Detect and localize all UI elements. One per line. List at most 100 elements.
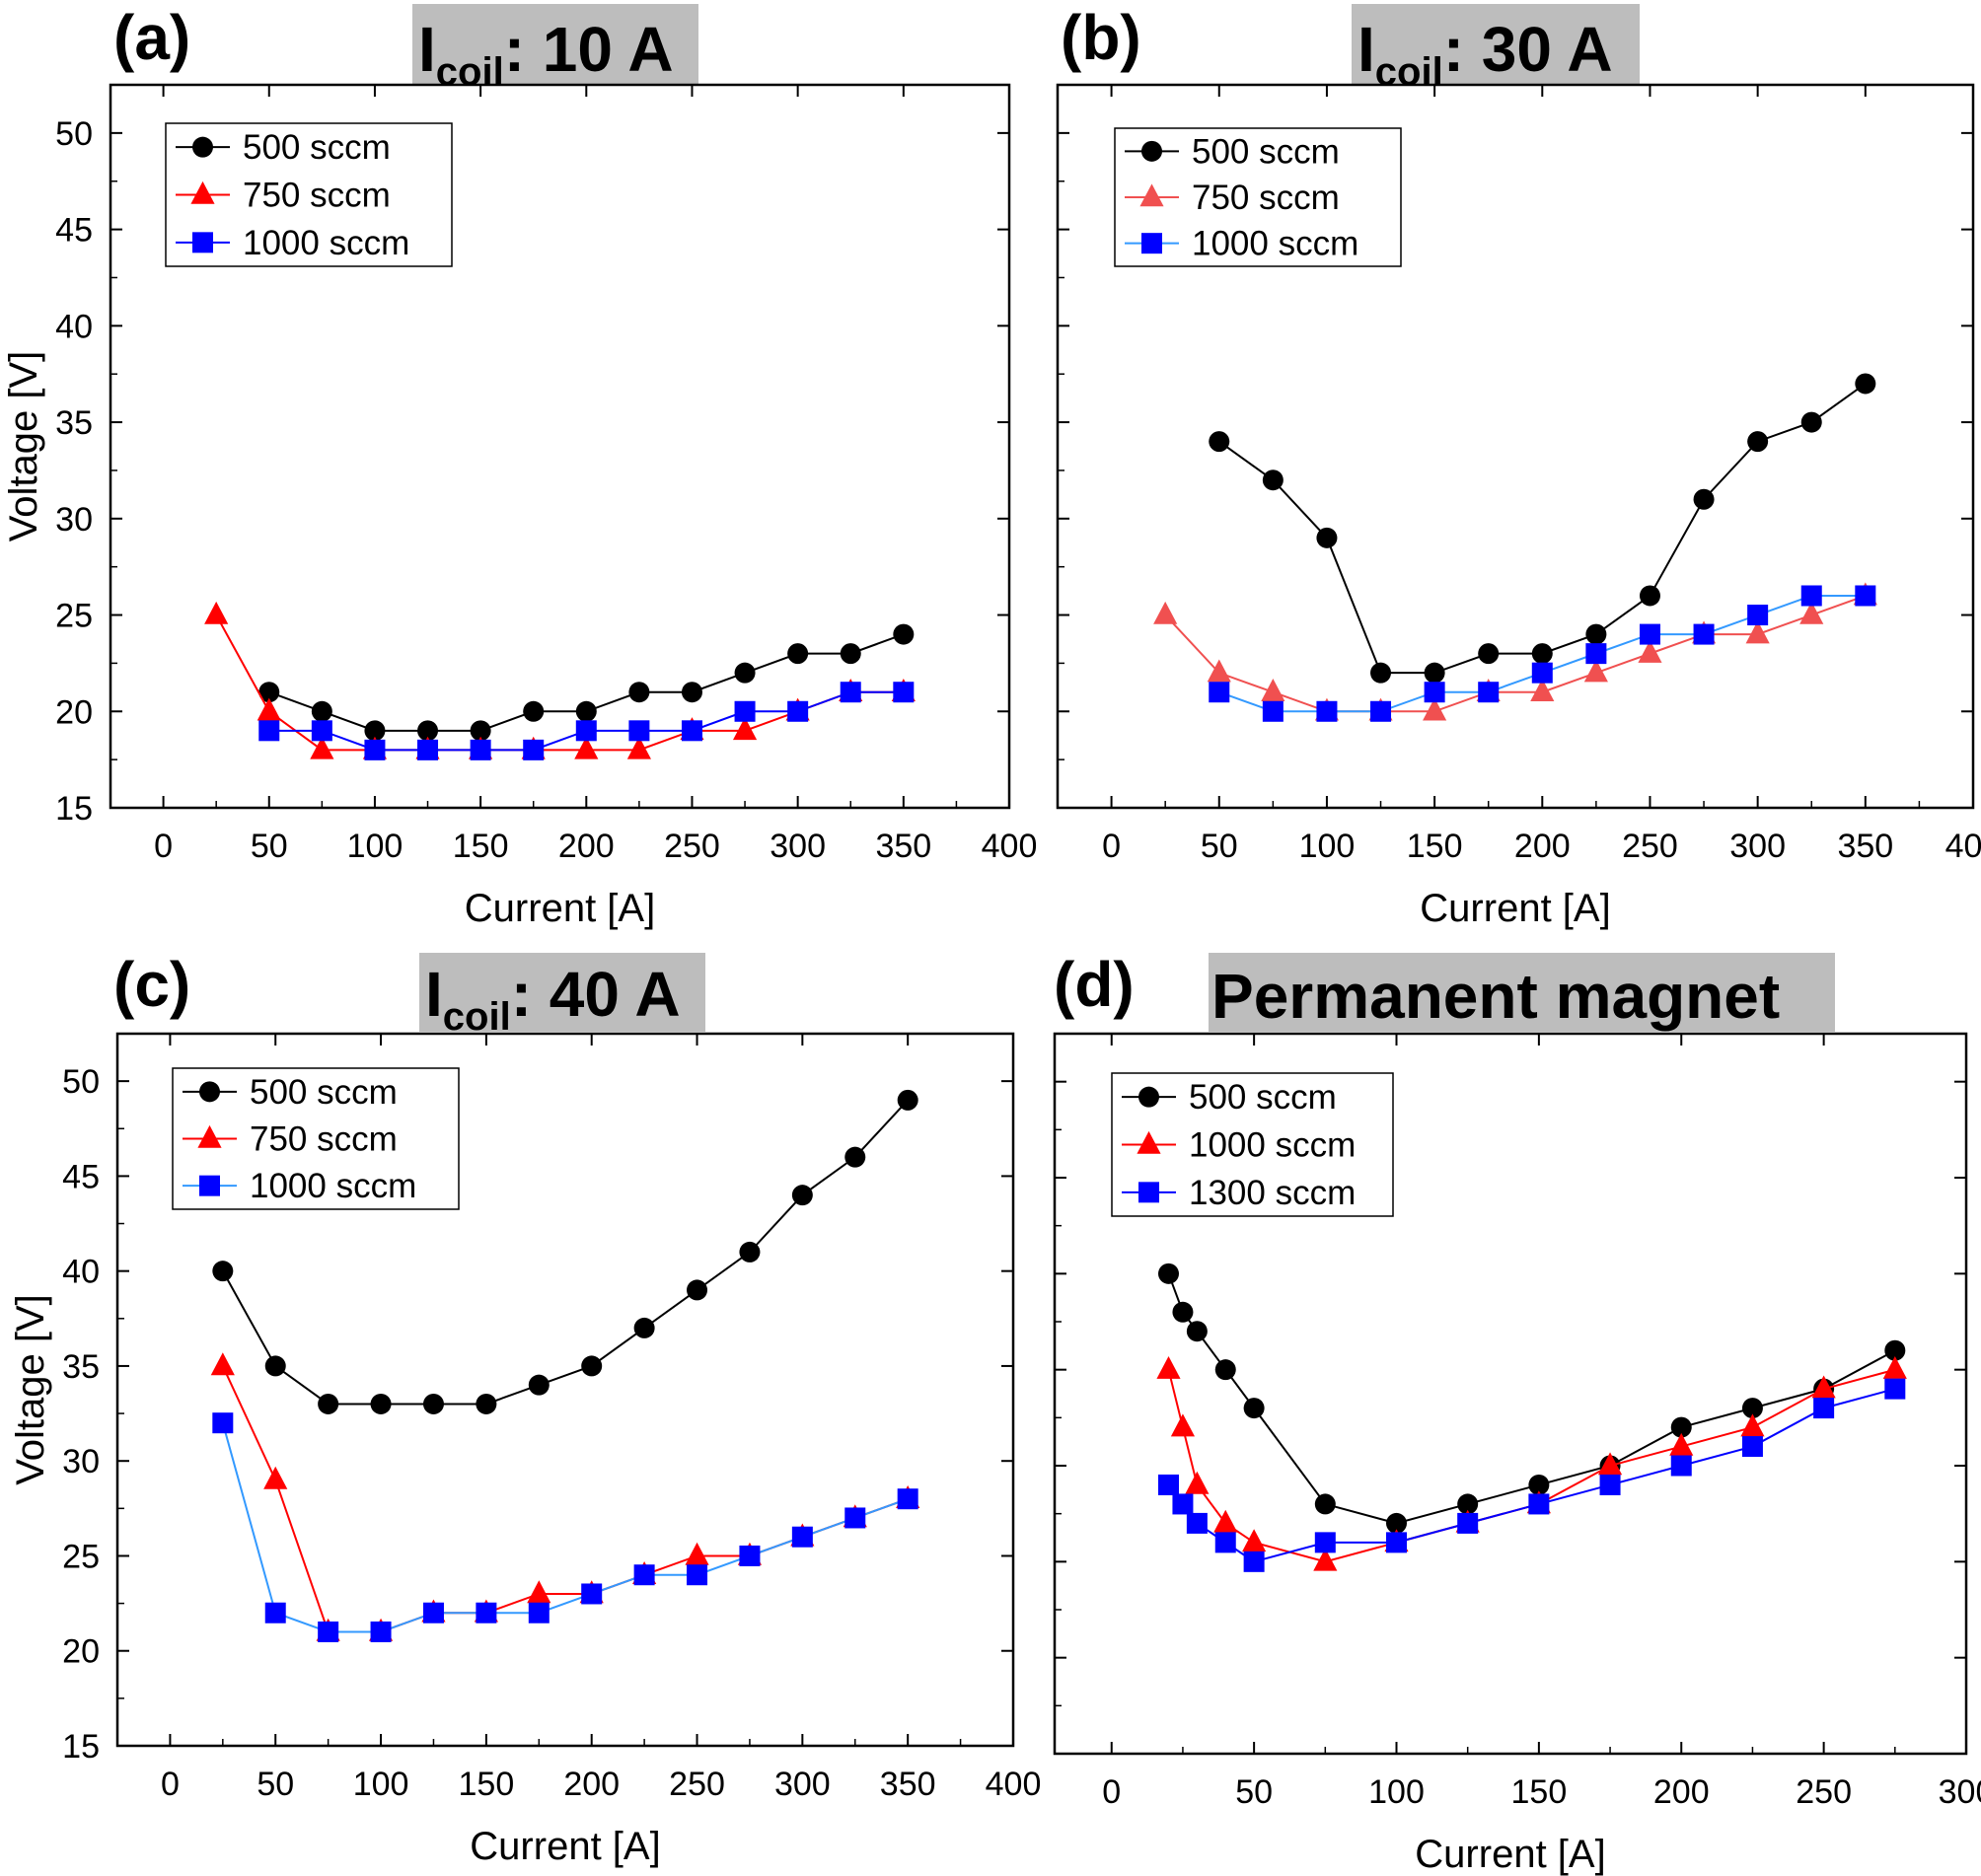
title-main: Permanent magnet bbox=[1211, 961, 1780, 1032]
legend-entry: 500 sccm bbox=[250, 1073, 398, 1112]
x-tick-label: 50 bbox=[251, 828, 288, 865]
legend: 500 sccm 1000 sccm 1300 sccm bbox=[1111, 1072, 1394, 1217]
x-tick-label: 200 bbox=[563, 1766, 620, 1803]
data-point bbox=[212, 1412, 234, 1434]
data-point bbox=[787, 643, 809, 665]
data-point bbox=[1599, 1474, 1621, 1495]
data-point bbox=[1813, 1398, 1835, 1419]
legend-entry: 500 sccm bbox=[1192, 132, 1340, 171]
data-point bbox=[1214, 1532, 1236, 1553]
panel-d: (d) Permanent magnet 0 50 100 150 200 250 300 Cur… bbox=[1053, 949, 1981, 1876]
data-point bbox=[1314, 1532, 1336, 1553]
data-point bbox=[1457, 1512, 1479, 1534]
series-1000-sccm bbox=[1209, 585, 1876, 722]
data-point bbox=[681, 720, 702, 742]
y-tick-label: 35 bbox=[62, 1348, 100, 1386]
data-point bbox=[210, 1352, 235, 1376]
data-point bbox=[1207, 659, 1231, 683]
data-point bbox=[1214, 1359, 1236, 1381]
data-point bbox=[840, 682, 861, 703]
series-1000-sccm bbox=[1156, 1355, 1907, 1571]
data-point bbox=[1855, 585, 1876, 607]
legend-entry: 1300 sccm bbox=[1189, 1174, 1356, 1212]
panel-label: (c) bbox=[113, 949, 190, 1020]
series-500-sccm bbox=[258, 623, 915, 742]
x-tick-label: 0 bbox=[1102, 1773, 1121, 1811]
chart-title: Icoil: 30 A bbox=[1357, 14, 1613, 94]
data-point bbox=[258, 720, 280, 742]
x-tick-label: 150 bbox=[459, 1766, 515, 1803]
data-point bbox=[1585, 623, 1607, 645]
data-point bbox=[1531, 662, 1553, 684]
data-point bbox=[364, 739, 386, 760]
x-tick-label: 350 bbox=[880, 1766, 936, 1803]
data-point bbox=[264, 1602, 286, 1623]
data-point bbox=[628, 720, 650, 742]
data-point bbox=[844, 1507, 866, 1529]
data-point bbox=[1478, 682, 1500, 703]
panel-label: (b) bbox=[1061, 2, 1141, 73]
data-point bbox=[1423, 697, 1447, 721]
data-point bbox=[527, 1580, 551, 1604]
data-point bbox=[633, 1564, 655, 1586]
data-point bbox=[263, 1466, 288, 1489]
legend-marker bbox=[192, 136, 213, 158]
x-tick-label: 250 bbox=[1622, 828, 1678, 865]
data-point bbox=[1316, 700, 1338, 722]
data-point bbox=[1158, 1474, 1179, 1495]
panel-a: (a) Icoil: 10 A 0 50 100 150 200 250 300 350 400 15… bbox=[2, 2, 1037, 930]
title-background bbox=[412, 4, 698, 85]
data-point bbox=[1670, 1416, 1692, 1438]
data-point bbox=[264, 1355, 286, 1377]
data-point bbox=[1158, 1263, 1179, 1284]
data-point bbox=[1186, 1321, 1208, 1342]
y-tick-label: 30 bbox=[55, 501, 93, 539]
legend-marker bbox=[1141, 140, 1162, 162]
x-tick-label: 300 bbox=[774, 1766, 831, 1803]
x-tick-label: 0 bbox=[161, 1766, 180, 1803]
data-point bbox=[370, 1393, 392, 1414]
y-tick-label: 15 bbox=[55, 790, 93, 828]
data-point bbox=[734, 662, 756, 684]
title-rest: : 10 A bbox=[504, 14, 674, 85]
x-tick-label: 100 bbox=[353, 1766, 409, 1803]
x-tick-label: 0 bbox=[154, 828, 173, 865]
y-axis-label: Voltage [V] bbox=[9, 1294, 52, 1484]
y-tick-label: 45 bbox=[55, 212, 93, 250]
legend-marker bbox=[1139, 183, 1164, 207]
data-point bbox=[1156, 1355, 1181, 1379]
data-point bbox=[1528, 1474, 1550, 1495]
data-point bbox=[1186, 1512, 1208, 1534]
x-tick-label: 100 bbox=[1368, 1773, 1425, 1811]
plot-frame bbox=[115, 1032, 1015, 1748]
data-point bbox=[1424, 662, 1445, 684]
data-point bbox=[204, 601, 229, 624]
data-point bbox=[1370, 700, 1392, 722]
data-point bbox=[1693, 488, 1715, 510]
data-point bbox=[1262, 469, 1284, 491]
data-point bbox=[258, 682, 280, 703]
x-tick-label: 400 bbox=[986, 1766, 1042, 1803]
data-point bbox=[581, 1583, 603, 1605]
data-point bbox=[897, 1488, 918, 1510]
data-point bbox=[422, 1602, 444, 1623]
legend-entry: 750 sccm bbox=[243, 177, 391, 215]
x-tick-label: 50 bbox=[1201, 828, 1238, 865]
series-line bbox=[1164, 595, 1867, 713]
data-point bbox=[1799, 601, 1824, 624]
data-point bbox=[1747, 605, 1769, 626]
legend-entry: 750 sccm bbox=[1192, 179, 1340, 217]
x-tick-label: 150 bbox=[453, 828, 509, 865]
data-point bbox=[1242, 1529, 1267, 1552]
data-point bbox=[1884, 1339, 1906, 1361]
data-point bbox=[470, 739, 491, 760]
data-point bbox=[364, 720, 386, 742]
data-point bbox=[1262, 700, 1284, 722]
title-main: I bbox=[425, 959, 443, 1030]
data-point bbox=[791, 1185, 813, 1206]
data-point bbox=[893, 682, 915, 703]
data-point bbox=[528, 1374, 550, 1396]
data-point bbox=[1313, 1548, 1338, 1571]
legend-marker bbox=[1138, 1182, 1159, 1203]
legend-entry: 1000 sccm bbox=[250, 1167, 416, 1205]
